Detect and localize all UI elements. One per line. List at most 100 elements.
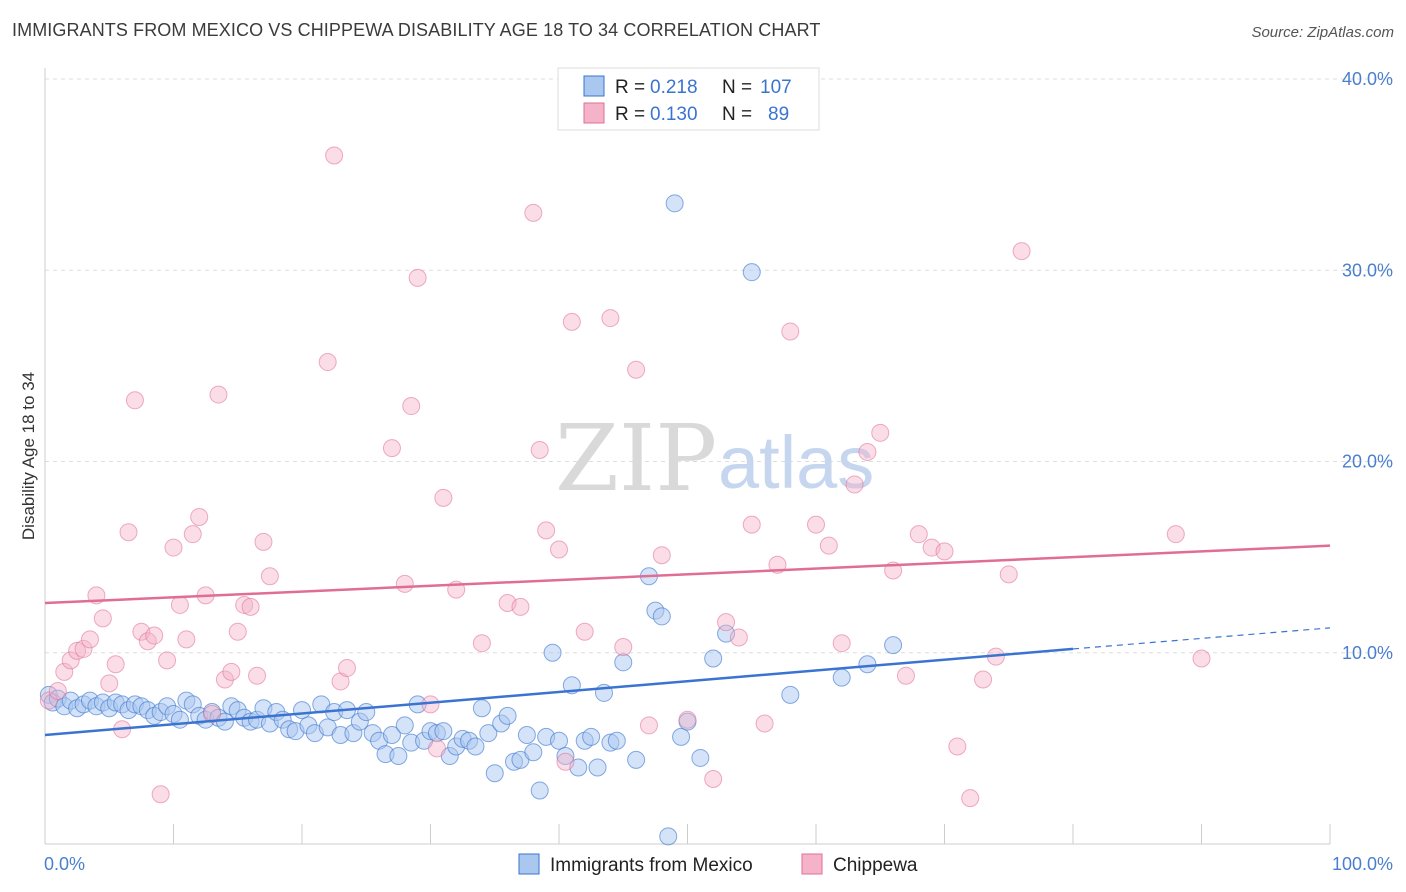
chippewa-point	[254, 532, 273, 551]
chippewa-point	[222, 662, 241, 681]
chippewa-point	[74, 639, 93, 658]
chippewa-point	[832, 634, 851, 653]
chippewa-point	[729, 628, 748, 647]
chippewa-point	[556, 752, 575, 771]
chippewa-point	[601, 309, 620, 328]
chart-title: IMMIGRANTS FROM MEXICO VS CHIPPEWA DISAB…	[12, 20, 821, 40]
mexico-points	[39, 194, 903, 846]
mexico-point	[614, 653, 633, 672]
chippewa-point	[119, 523, 138, 542]
y-tick-label: 40.0%	[1342, 69, 1393, 89]
chippewa-point	[235, 595, 254, 614]
chippewa-point	[151, 785, 170, 804]
chippewa-point	[909, 525, 928, 544]
chippewa-point	[209, 385, 228, 404]
mexico-point	[588, 758, 607, 777]
mexico-point	[704, 649, 723, 668]
chippewa-point	[395, 574, 414, 593]
chippewa-point	[896, 666, 915, 685]
chippewa-point	[325, 146, 344, 165]
mexico-point	[434, 722, 453, 741]
mexico-point	[389, 747, 408, 766]
mexico-point	[742, 263, 761, 282]
chippewa-point	[562, 312, 581, 331]
chippewa-point	[575, 622, 594, 641]
chippewa-point	[228, 622, 247, 641]
chippewa-trend-line	[44, 544, 1331, 605]
chippewa-point	[948, 737, 967, 756]
chippewa-point	[1192, 649, 1211, 668]
chippewa-point	[845, 475, 864, 494]
mexico-point	[382, 725, 401, 744]
mexico-point	[170, 710, 189, 729]
legend-r-label-mexico: R =	[615, 77, 645, 98]
chart-source: Source: ZipAtlas.com	[1251, 24, 1394, 41]
chippewa-point	[434, 488, 453, 507]
chippewa-point	[524, 203, 543, 222]
mexico-point	[858, 655, 877, 674]
mexico-point	[582, 727, 601, 746]
mexico-point	[517, 725, 536, 744]
chippewa-point	[742, 515, 761, 534]
chippewa-point	[819, 536, 838, 555]
chippewa-point	[183, 525, 202, 544]
mexico-point	[884, 636, 903, 655]
mexico-point	[652, 607, 671, 626]
mexico-point	[543, 643, 562, 662]
y-axis-label: Disability Age 18 to 34	[19, 372, 38, 540]
chippewa-point	[408, 268, 427, 287]
chippewa-point	[61, 651, 80, 670]
chippewa-point	[678, 710, 697, 729]
mexico-point	[556, 747, 575, 766]
chippewa-point	[68, 641, 87, 660]
mexico-point	[524, 743, 543, 762]
mexico-trend-line	[44, 647, 1074, 737]
grid-lines	[45, 78, 1392, 654]
mexico-point	[466, 737, 485, 756]
mexico-point	[479, 724, 498, 743]
chippewa-point	[177, 630, 196, 649]
chippewa-points	[39, 146, 1211, 808]
legend-n-value-mexico: 107	[760, 77, 792, 98]
chippewa-point	[93, 609, 112, 628]
bottom-legend-swatch-chippewa	[801, 853, 823, 875]
stats-legend: R = 0.218 N = 107 R = 0.130 N = 89	[557, 67, 820, 131]
y-tick-label: 30.0%	[1342, 260, 1393, 280]
chippewa-point	[781, 322, 800, 341]
chippewa-point	[241, 597, 260, 616]
mexico-point	[395, 716, 414, 735]
x-tick-label: 0.0%	[44, 854, 85, 874]
mexico-point	[607, 731, 626, 750]
mexico-point	[485, 764, 504, 783]
legend-n-label-chippewa: N =	[722, 104, 752, 125]
bottom-legend-swatch-mexico	[518, 853, 540, 875]
mexico-point	[672, 727, 691, 746]
mexico-point	[293, 701, 311, 720]
legend-r-label-chippewa: R =	[615, 104, 645, 125]
chippewa-point	[402, 397, 421, 416]
chippewa-point	[614, 638, 633, 657]
chippewa-point	[550, 540, 568, 559]
chippewa-point	[55, 662, 74, 681]
chippewa-point	[961, 789, 980, 808]
chippewa-point	[190, 507, 209, 526]
chippewa-point	[639, 716, 658, 735]
chippewa-point	[145, 626, 164, 645]
chippewa-point	[164, 538, 183, 557]
chippewa-point	[80, 630, 99, 649]
chippewa-point	[158, 651, 177, 670]
chippewa-point	[203, 704, 222, 723]
legend-n-label-mexico: N =	[722, 77, 752, 98]
mexico-point	[781, 685, 800, 704]
mexico-point	[659, 827, 678, 846]
chippewa-point	[1166, 525, 1185, 544]
mexico-point	[550, 731, 568, 750]
y-tick-label: 10.0%	[1342, 643, 1393, 663]
chippewa-point	[974, 670, 993, 689]
chippewa-point	[755, 714, 774, 733]
chippewa-point	[48, 682, 67, 700]
chippewa-point	[1012, 242, 1031, 261]
legend-swatch-chippewa	[583, 102, 605, 124]
axes: 10.0% 20.0% 30.0% 40.0% 0.0% 100.0%	[44, 68, 1393, 874]
chippewa-point	[935, 542, 954, 561]
